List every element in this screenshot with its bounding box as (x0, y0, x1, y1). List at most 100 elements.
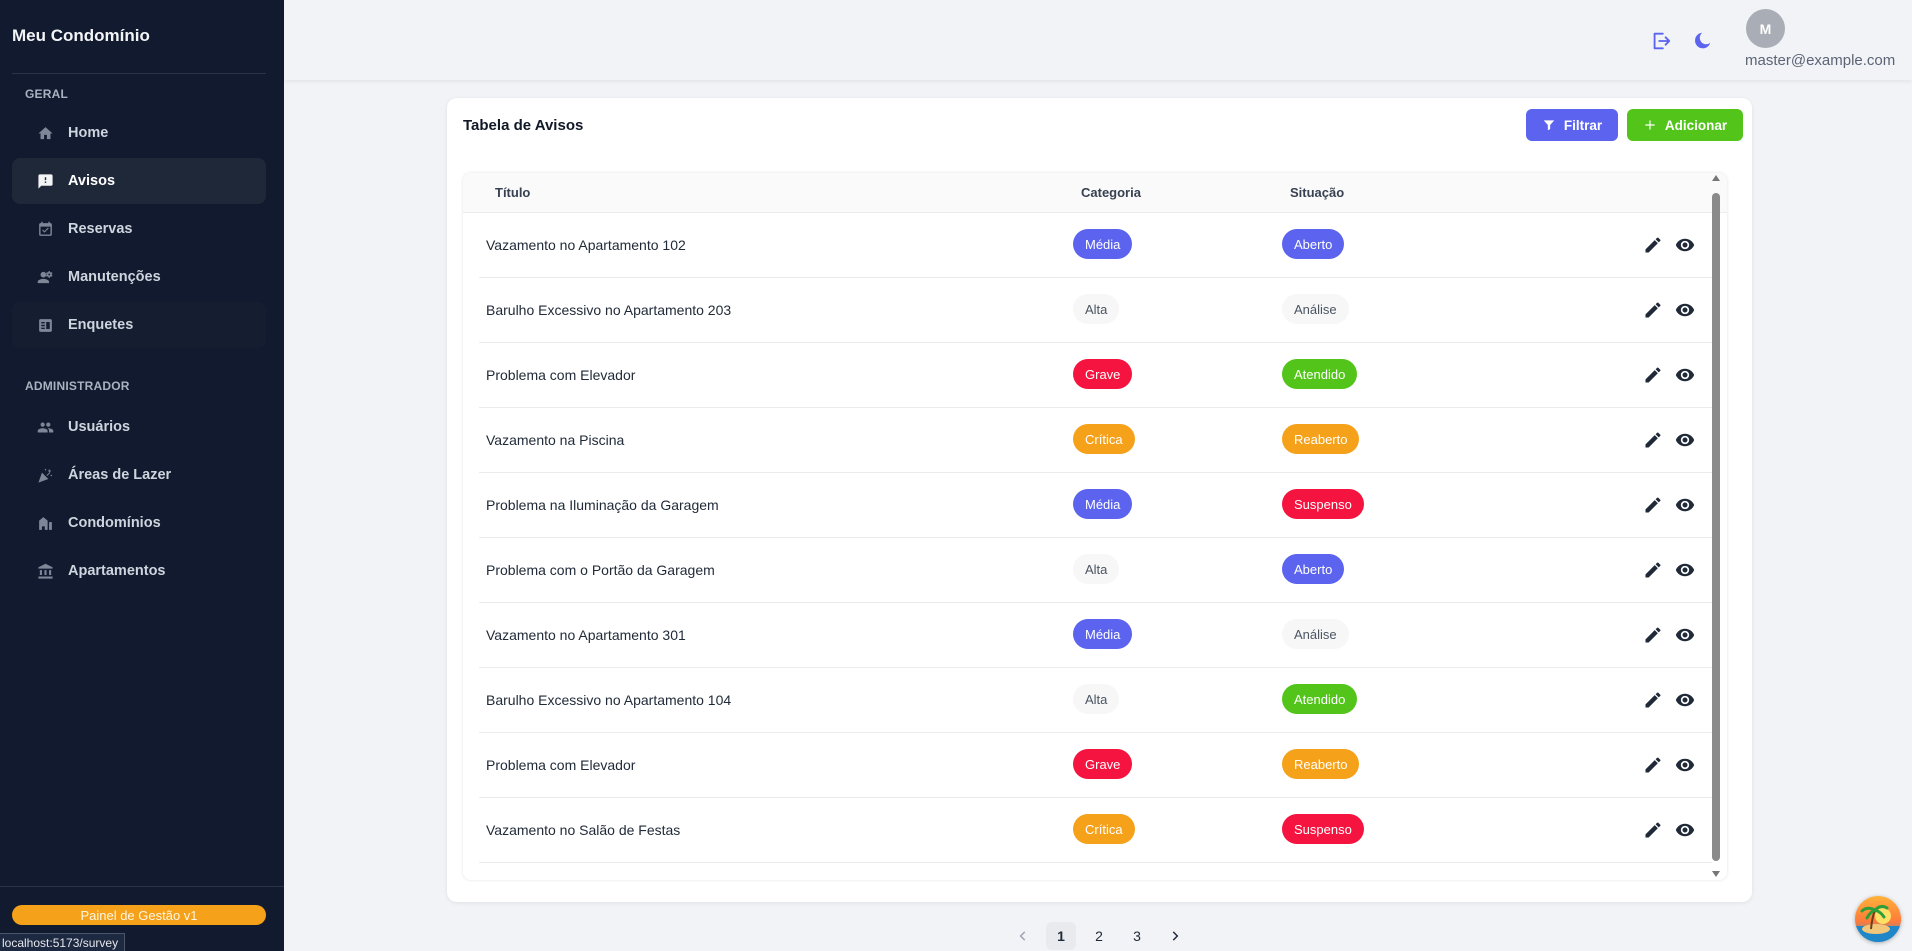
edit-button[interactable] (1642, 819, 1664, 841)
avisos-table: Título Categoria Situação Vazamento no A… (463, 173, 1727, 880)
sidebar-item-reservas[interactable]: Reservas (12, 206, 266, 252)
status-badge: Suspenso (1282, 489, 1364, 519)
avisos-card: Tabela de Avisos Filtrar Adicionar Títul… (447, 98, 1752, 902)
divider (12, 73, 266, 74)
table-row[interactable]: Problema na Iluminação da Garagem Média Su… (479, 473, 1712, 538)
pagination-page-1[interactable]: 1 (1046, 922, 1076, 950)
aviso-title: Vazamento no Apartamento 301 (486, 627, 686, 643)
pencil-icon (1645, 432, 1661, 448)
add-button[interactable]: Adicionar (1627, 109, 1743, 141)
column-header-titulo[interactable]: Título (495, 185, 531, 200)
sidebar-item-areas-de-lazer[interactable]: Áreas de Lazer (12, 452, 266, 498)
table-row[interactable]: Problema com Elevador Grave Reaberto (479, 733, 1712, 798)
sidebar-item-apartamentos[interactable]: Apartamentos (12, 548, 266, 594)
table-row[interactable]: Barulho Excessivo no Apartamento 104 Alta… (479, 668, 1712, 733)
eye-icon (1675, 628, 1695, 642)
pagination-prev[interactable] (1012, 922, 1034, 950)
scrollbar-thumb[interactable] (1712, 193, 1720, 861)
table-row[interactable]: Vazamento na Piscina Crítica Reaberto (479, 408, 1712, 473)
user-email: master@example.com (1745, 52, 1896, 69)
view-button[interactable] (1674, 494, 1696, 516)
sidebar-item-home[interactable]: Home (12, 110, 266, 156)
pencil-icon (1645, 497, 1661, 513)
section-label-geral: GERAL (25, 87, 68, 101)
table-header: Título Categoria Situação (463, 173, 1727, 213)
sidebar-item-label: Reservas (68, 221, 133, 237)
scroll-up-arrow[interactable] (1712, 175, 1720, 181)
scroll-down-arrow[interactable] (1712, 871, 1720, 877)
edit-button[interactable] (1642, 364, 1664, 386)
dark-mode-toggle[interactable] (1689, 28, 1715, 54)
filter-icon (1543, 120, 1555, 131)
poll-icon (36, 316, 54, 334)
sidebar-item-label: Áreas de Lazer (68, 467, 172, 483)
sidebar-item-usuarios[interactable]: Usuários (12, 404, 266, 450)
view-button[interactable] (1674, 819, 1696, 841)
category-badge: Crítica (1073, 814, 1135, 844)
category-badge: Alta (1073, 684, 1120, 714)
sidebar: Meu Condomínio GERAL Home Avisos Reserva… (0, 0, 284, 951)
eye-icon (1675, 238, 1695, 252)
pencil-icon (1645, 237, 1661, 253)
aviso-title: Problema com Elevador (486, 367, 636, 383)
view-button[interactable] (1674, 299, 1696, 321)
sidebar-item-avisos[interactable]: Avisos (12, 158, 266, 204)
edit-button[interactable] (1642, 299, 1664, 321)
table-row[interactable]: Vazamento no Apartamento 301 Média Análise (479, 603, 1712, 668)
floating-assistant-button[interactable] (1855, 896, 1901, 942)
view-button[interactable] (1674, 689, 1696, 711)
calendar-check-icon (36, 220, 54, 238)
category-badge: Alta (1073, 294, 1120, 324)
table-row[interactable]: Vazamento no Salão de Festas Crítica Suspe… (479, 798, 1712, 863)
view-button[interactable] (1674, 429, 1696, 451)
aviso-title: Problema na Iluminação da Garagem (486, 497, 719, 513)
sidebar-item-enquetes[interactable]: Enquetes (12, 302, 266, 348)
alert-icon (36, 172, 54, 190)
table-row[interactable]: Problema com Elevador Grave Atendido (479, 343, 1712, 408)
filter-button[interactable]: Filtrar (1526, 109, 1618, 141)
buildings-icon (36, 514, 54, 532)
sidebar-item-manutencoes[interactable]: Manutenções (12, 254, 266, 300)
status-badge: Suspenso (1282, 814, 1364, 844)
table-row[interactable]: Barulho Excessivo no Apartamento 203 Alta… (479, 278, 1712, 343)
pagination-page-2[interactable]: 2 (1095, 928, 1103, 944)
column-header-situacao[interactable]: Situação (1290, 185, 1345, 200)
sidebar-item-label: Enquetes (68, 317, 134, 333)
table-row[interactable]: Problema com o Portão da Garagem Alta Aber… (479, 538, 1712, 603)
view-button[interactable] (1674, 624, 1696, 646)
view-button[interactable] (1674, 754, 1696, 776)
category-badge: Alta (1073, 554, 1120, 584)
bank-icon (36, 562, 54, 580)
sidebar-item-condominios[interactable]: Condomínios (12, 500, 266, 546)
view-button[interactable] (1674, 234, 1696, 256)
pagination-page-3[interactable]: 3 (1133, 928, 1141, 944)
edit-button[interactable] (1642, 234, 1664, 256)
section-label-administrador: ADMINISTRADOR (25, 379, 130, 393)
eye-icon (1675, 368, 1695, 382)
category-badge: Grave (1073, 749, 1133, 779)
edit-button[interactable] (1642, 624, 1664, 646)
chevron-right-icon (1172, 931, 1179, 941)
view-button[interactable] (1674, 559, 1696, 581)
eye-icon (1675, 433, 1695, 447)
plus-icon (1645, 120, 1655, 130)
table-scrollbar[interactable] (1710, 173, 1722, 880)
users-icon (36, 418, 54, 436)
status-badge: Análise (1282, 294, 1349, 324)
sidebar-item-label: Home (68, 125, 109, 141)
view-button[interactable] (1674, 364, 1696, 386)
edit-button[interactable] (1642, 754, 1664, 776)
logout-button[interactable] (1648, 28, 1674, 54)
edit-button[interactable] (1642, 559, 1664, 581)
category-badge: Grave (1073, 359, 1133, 389)
avatar[interactable]: M (1746, 9, 1785, 48)
edit-button[interactable] (1642, 689, 1664, 711)
table-row[interactable]: Vazamento no Apartamento 102 Média Aberto (479, 213, 1712, 278)
edit-button[interactable] (1642, 429, 1664, 451)
edit-button[interactable] (1642, 494, 1664, 516)
column-header-categoria[interactable]: Categoria (1081, 185, 1141, 200)
brand-title: Meu Condomínio (12, 26, 150, 45)
pagination-next[interactable] (1164, 922, 1186, 950)
sidebar-item-label: Avisos (68, 173, 116, 189)
pencil-icon (1645, 562, 1661, 578)
